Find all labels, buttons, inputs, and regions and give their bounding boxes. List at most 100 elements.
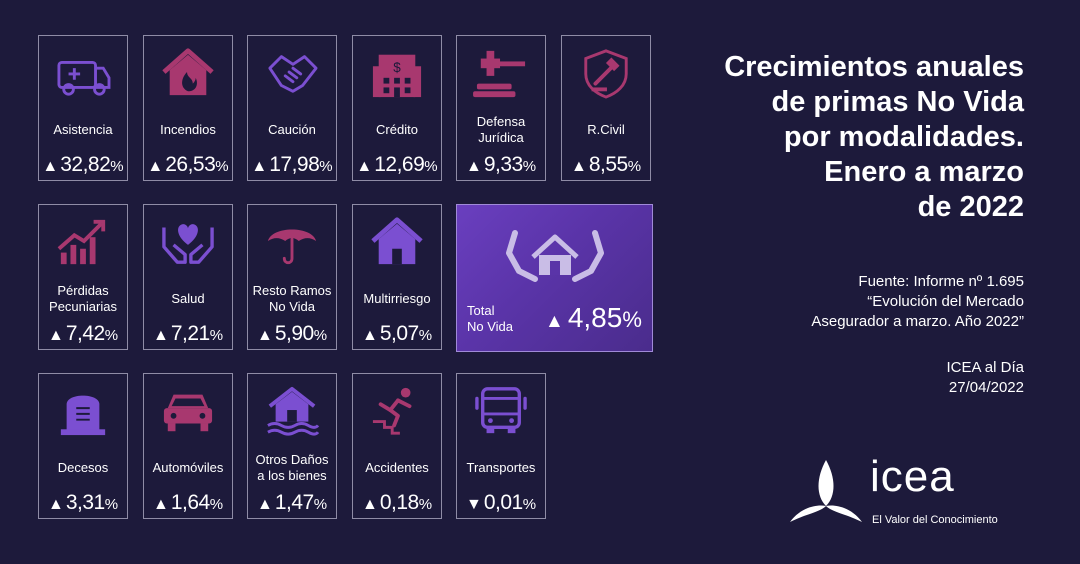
growth-card: Accidentes ▲0,18% xyxy=(352,373,442,519)
growth-card: Otros Daños a los bienes ▲1,47% xyxy=(247,373,337,519)
card-label: Pérdidas Pecuniarias xyxy=(49,283,117,314)
card-unit: % xyxy=(104,327,119,344)
total-value: ▲ 4,85% xyxy=(545,302,642,334)
card-label: Asistencia xyxy=(53,122,113,137)
card-unit: % xyxy=(522,158,537,175)
growth-card: Multirriesgo ▲5,07% xyxy=(352,204,442,350)
up-arrow-icon: ▲ xyxy=(47,327,64,344)
growth-card: Decesos ▲3,31% xyxy=(38,373,128,519)
card-value: ▲0,18% xyxy=(353,491,441,515)
card-unit: % xyxy=(110,158,124,175)
card-number: 5,90 xyxy=(274,322,314,345)
growth-card: Resto Ramos No Vida ▲5,90% xyxy=(247,204,337,350)
down-arrow-icon: ▼ xyxy=(465,496,482,513)
total-arrow: ▲ xyxy=(545,311,564,332)
card-value: ▲26,53% xyxy=(144,153,232,177)
total-no-vida-panel: Total No Vida ▲ 4,85% xyxy=(456,204,653,352)
card-unit: % xyxy=(424,158,438,175)
up-arrow-icon: ▲ xyxy=(361,496,378,513)
card-value: ▲9,33% xyxy=(457,153,545,177)
hands-heart-icon xyxy=(144,215,232,269)
growth-card: Caución ▲17,98% xyxy=(247,35,337,181)
growth-card: Asistencia ▲32,82% xyxy=(38,35,128,181)
growth-card: Pérdidas Pecuniarias ▲7,42% xyxy=(38,204,128,350)
card-number: 7,21 xyxy=(170,322,210,345)
card-value: ▲32,82% xyxy=(39,153,127,177)
card-number: 0,01 xyxy=(483,491,523,514)
card-number: 1,64 xyxy=(170,491,210,514)
card-label: Incendios xyxy=(160,122,216,137)
card-number: 12,69 xyxy=(374,153,425,176)
card-value: ▲5,90% xyxy=(248,322,336,346)
total-number: 4,85 xyxy=(567,302,623,333)
card-value: ▲12,69% xyxy=(353,153,441,177)
card-label: Crédito xyxy=(376,122,418,137)
card-label: Resto Ramos No Vida xyxy=(252,283,332,314)
up-arrow-icon: ▲ xyxy=(152,496,169,513)
house-fire-icon xyxy=(144,46,232,100)
card-unit: % xyxy=(209,327,224,344)
up-arrow-icon: ▲ xyxy=(570,158,587,175)
up-arrow-icon: ▲ xyxy=(42,158,59,175)
card-value: ▲17,98% xyxy=(248,153,336,177)
card-value: ▲1,47% xyxy=(248,491,336,515)
shield-gavel-icon xyxy=(562,46,650,100)
growth-chart-icon xyxy=(39,215,127,269)
growth-card: Salud ▲7,21% xyxy=(143,204,233,350)
total-label: Total No Vida xyxy=(467,303,514,334)
up-arrow-icon: ▲ xyxy=(256,327,273,344)
card-label: Otros Daños a los bienes xyxy=(255,452,329,483)
card-number: 9,33 xyxy=(483,153,523,176)
card-label: Decesos xyxy=(57,460,109,475)
card-number: 26,53 xyxy=(165,153,216,176)
card-label: Automóviles xyxy=(152,460,224,475)
card-value: ▲5,07% xyxy=(353,322,441,346)
card-value: ▲8,55% xyxy=(562,153,650,177)
tombstone-icon xyxy=(39,384,127,438)
umbrella-icon xyxy=(248,215,336,269)
growth-card: Defensa Jurídica ▲9,33% xyxy=(456,35,546,181)
growth-card: Incendios ▲26,53% xyxy=(143,35,233,181)
total-unit: % xyxy=(622,307,642,332)
card-value: ▲1,64% xyxy=(144,491,232,515)
bus-icon xyxy=(457,384,545,438)
source-note: Fuente: Informe nº 1.695 “Evolución del … xyxy=(811,273,1024,330)
card-label: Transportes xyxy=(466,460,536,475)
card-unit: % xyxy=(313,327,328,344)
card-unit: % xyxy=(319,158,333,175)
logo-tagline: El Valor del Conocimiento xyxy=(872,514,998,526)
card-unit: % xyxy=(418,496,433,513)
flooded-house-icon xyxy=(248,384,336,438)
card-label: Salud xyxy=(171,291,205,306)
up-arrow-icon: ▲ xyxy=(152,327,169,344)
growth-card: R.Civil ▲8,55% xyxy=(561,35,651,181)
card-unit: % xyxy=(522,496,537,513)
growth-card: Automóviles ▲1,64% xyxy=(143,373,233,519)
card-label: Defensa Jurídica xyxy=(476,114,526,145)
logo-wordmark: icea xyxy=(870,452,955,501)
card-number: 3,31 xyxy=(65,491,105,514)
card-number: 17,98 xyxy=(269,153,320,176)
hands-house-icon xyxy=(505,223,605,292)
icea-logo: icea El Valor del Conocimiento xyxy=(786,452,1036,536)
growth-card: $ Crédito ▲12,69% xyxy=(352,35,442,181)
icea-logo-mark-icon xyxy=(790,460,862,522)
growth-card: Transportes ▼0,01% xyxy=(456,373,546,519)
card-number: 8,55 xyxy=(588,153,628,176)
up-arrow-icon: ▲ xyxy=(256,496,273,513)
up-arrow-icon: ▲ xyxy=(147,158,164,175)
card-number: 0,18 xyxy=(379,491,419,514)
ambulance-icon xyxy=(39,46,127,100)
bank-building-icon: $ xyxy=(353,46,441,100)
car-icon xyxy=(144,384,232,438)
card-unit: % xyxy=(627,158,642,175)
publication-info: ICEA al Día 27/04/2022 xyxy=(946,359,1024,396)
card-unit: % xyxy=(104,496,119,513)
falling-person-icon xyxy=(353,384,441,438)
card-number: 32,82 xyxy=(60,153,111,176)
card-number: 5,07 xyxy=(379,322,419,345)
card-label: Multirriesgo xyxy=(363,291,431,306)
card-unit: % xyxy=(313,496,328,513)
card-unit: % xyxy=(209,496,224,513)
up-arrow-icon: ▲ xyxy=(361,327,378,344)
